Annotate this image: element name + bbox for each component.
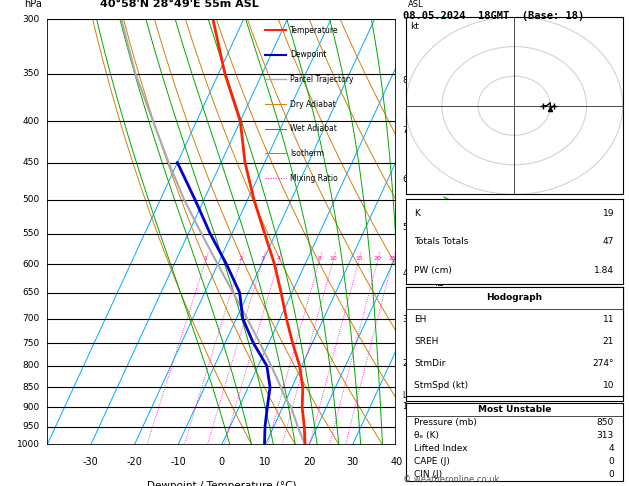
Text: kt: kt xyxy=(410,22,419,31)
Text: 40°58'N 28°49'E 55m ASL: 40°58'N 28°49'E 55m ASL xyxy=(101,0,259,9)
Text: 600: 600 xyxy=(22,260,40,269)
Text: Lifted Index: Lifted Index xyxy=(415,356,468,364)
Text: -10: -10 xyxy=(170,457,186,468)
Text: SREH: SREH xyxy=(415,337,439,346)
Text: Totals Totals: Totals Totals xyxy=(415,237,469,246)
Text: 7: 7 xyxy=(403,126,408,135)
Text: 19: 19 xyxy=(603,209,614,218)
Text: 5: 5 xyxy=(403,223,408,231)
Text: 0: 0 xyxy=(219,457,225,468)
Text: Temp (°C): Temp (°C) xyxy=(415,307,459,316)
Text: 850: 850 xyxy=(597,418,614,427)
Text: 8: 8 xyxy=(318,256,321,261)
Text: 3: 3 xyxy=(608,356,614,364)
Text: 500: 500 xyxy=(22,195,40,205)
Text: PW (cm): PW (cm) xyxy=(415,266,452,275)
Text: 3: 3 xyxy=(260,256,265,261)
Text: 3: 3 xyxy=(403,315,408,324)
Text: 450: 450 xyxy=(23,158,40,167)
Text: 40: 40 xyxy=(390,457,403,468)
Text: 313: 313 xyxy=(597,339,614,348)
Text: 2: 2 xyxy=(238,256,243,261)
Text: 1: 1 xyxy=(403,402,408,411)
Text: 800: 800 xyxy=(22,362,40,370)
Text: 47: 47 xyxy=(603,237,614,246)
Text: 10: 10 xyxy=(329,256,337,261)
Text: 274°: 274° xyxy=(593,359,614,368)
Text: Pressure (mb): Pressure (mb) xyxy=(415,418,477,427)
Text: θₑ (K): θₑ (K) xyxy=(415,431,440,440)
Text: Dewp (°C): Dewp (°C) xyxy=(415,323,460,332)
Text: Isotherm: Isotherm xyxy=(290,149,324,158)
Text: -20: -20 xyxy=(126,457,142,468)
Text: 350: 350 xyxy=(22,69,40,78)
Text: 25: 25 xyxy=(389,256,396,261)
Text: EH: EH xyxy=(415,315,426,324)
Text: 0: 0 xyxy=(608,372,614,381)
Text: 4: 4 xyxy=(403,269,408,278)
Text: StmDir: StmDir xyxy=(415,359,446,368)
Text: 950: 950 xyxy=(22,422,40,431)
Text: CAPE (J): CAPE (J) xyxy=(415,457,450,466)
Text: Hodograph: Hodograph xyxy=(486,293,542,302)
Text: Dry Adiabat: Dry Adiabat xyxy=(290,100,335,108)
Text: 4: 4 xyxy=(277,256,281,261)
Text: © weatheronline.co.uk: © weatheronline.co.uk xyxy=(403,474,499,484)
Text: 0: 0 xyxy=(608,470,614,479)
Text: Dewpoint: Dewpoint xyxy=(290,50,326,59)
Text: 10: 10 xyxy=(603,381,614,390)
Text: 650: 650 xyxy=(22,288,40,297)
Text: LCL: LCL xyxy=(403,391,416,400)
Text: Parcel Trajectory: Parcel Trajectory xyxy=(290,75,353,84)
Text: 1: 1 xyxy=(203,256,208,261)
Text: 1000: 1000 xyxy=(16,440,40,449)
Text: 550: 550 xyxy=(22,229,40,238)
Text: 313: 313 xyxy=(597,431,614,440)
Text: -30: -30 xyxy=(83,457,99,468)
Text: Temperature: Temperature xyxy=(290,26,338,35)
Text: 700: 700 xyxy=(22,314,40,323)
Text: 11: 11 xyxy=(603,315,614,324)
Text: CIN (J): CIN (J) xyxy=(415,388,443,397)
Text: 400: 400 xyxy=(23,117,40,125)
Text: 900: 900 xyxy=(22,403,40,412)
Text: 0: 0 xyxy=(608,457,614,466)
Text: 10: 10 xyxy=(259,457,272,468)
Text: Mixing Ratio (g/kg): Mixing Ratio (g/kg) xyxy=(437,213,446,293)
Text: km
ASL: km ASL xyxy=(408,0,423,9)
Text: Most Unstable: Most Unstable xyxy=(477,405,551,415)
Text: Dewpoint / Temperature (°C): Dewpoint / Temperature (°C) xyxy=(147,481,296,486)
Text: 6: 6 xyxy=(403,175,408,184)
Text: 750: 750 xyxy=(22,339,40,347)
Text: θₑ(K): θₑ(K) xyxy=(415,339,437,348)
Text: hPa: hPa xyxy=(25,0,42,9)
Text: 1.84: 1.84 xyxy=(594,266,614,275)
Text: Lifted Index: Lifted Index xyxy=(415,444,468,453)
Text: CIN (J): CIN (J) xyxy=(415,470,443,479)
Text: CAPE (J): CAPE (J) xyxy=(415,372,450,381)
Text: 19.1: 19.1 xyxy=(594,307,614,316)
Text: K: K xyxy=(415,209,420,218)
Text: StmSpd (kt): StmSpd (kt) xyxy=(415,381,469,390)
Text: Surface: Surface xyxy=(494,291,534,299)
Text: 9.8: 9.8 xyxy=(599,323,614,332)
Text: 20: 20 xyxy=(374,256,382,261)
Text: 0: 0 xyxy=(608,388,614,397)
Text: 20: 20 xyxy=(303,457,315,468)
Text: 15: 15 xyxy=(355,256,363,261)
Text: 08.05.2024  18GMT  (Base: 18): 08.05.2024 18GMT (Base: 18) xyxy=(403,11,584,21)
Text: 4: 4 xyxy=(608,444,614,453)
Text: 850: 850 xyxy=(22,383,40,392)
Text: Wet Adiabat: Wet Adiabat xyxy=(290,124,337,133)
Text: 2: 2 xyxy=(403,359,408,368)
Text: 21: 21 xyxy=(603,337,614,346)
Text: Mixing Ratio: Mixing Ratio xyxy=(290,174,338,183)
Text: 300: 300 xyxy=(22,15,40,24)
Text: 8: 8 xyxy=(403,76,408,86)
Text: 30: 30 xyxy=(347,457,359,468)
